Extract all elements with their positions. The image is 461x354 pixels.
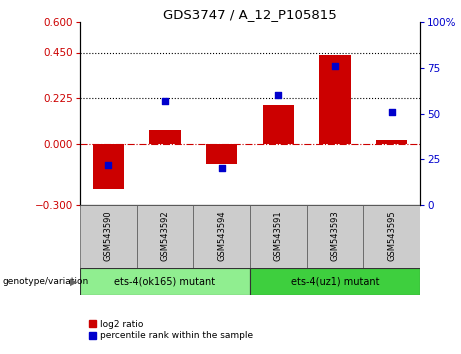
Bar [93, 144, 124, 189]
Bar [80, 205, 136, 268]
Text: GSM543593: GSM543593 [331, 210, 339, 261]
Point [275, 92, 282, 98]
Bar [250, 268, 420, 295]
Bar [206, 144, 237, 164]
Bar [363, 205, 420, 268]
Text: GSM543595: GSM543595 [387, 210, 396, 261]
Legend: log2 ratio, percentile rank within the sample: log2 ratio, percentile rank within the s… [89, 320, 253, 341]
Text: GSM543590: GSM543590 [104, 210, 113, 261]
Bar [307, 205, 363, 268]
Text: GSM543591: GSM543591 [274, 210, 283, 261]
Point [331, 63, 339, 69]
Text: GSM543592: GSM543592 [160, 210, 170, 261]
Text: ets-4(ok165) mutant: ets-4(ok165) mutant [114, 276, 216, 286]
Bar [136, 205, 193, 268]
Bar [263, 105, 294, 144]
Text: ▶: ▶ [70, 276, 78, 286]
Bar [376, 140, 407, 144]
Bar [250, 205, 307, 268]
Bar [319, 55, 350, 144]
Bar [193, 205, 250, 268]
Title: GDS3747 / A_12_P105815: GDS3747 / A_12_P105815 [163, 8, 337, 21]
Point [105, 162, 112, 167]
Text: genotype/variation: genotype/variation [2, 277, 89, 286]
Point [218, 166, 225, 171]
Bar [80, 268, 250, 295]
Point [388, 109, 396, 114]
Text: GSM543594: GSM543594 [217, 210, 226, 261]
Point [161, 98, 169, 103]
Text: ets-4(uz1) mutant: ets-4(uz1) mutant [291, 276, 379, 286]
Bar [149, 130, 181, 144]
